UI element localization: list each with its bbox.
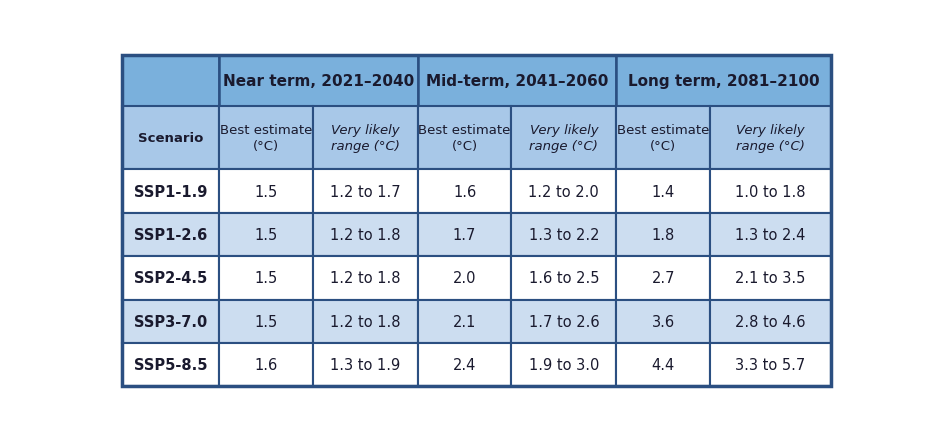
Text: 1.2 to 1.8: 1.2 to 1.8 xyxy=(330,227,401,242)
Text: 1.6 to 2.5: 1.6 to 2.5 xyxy=(528,271,599,286)
Bar xyxy=(418,170,512,213)
Bar xyxy=(617,56,831,107)
Bar xyxy=(512,343,617,386)
Text: 1.6: 1.6 xyxy=(453,184,476,199)
Text: 1.5: 1.5 xyxy=(255,271,278,286)
Bar xyxy=(512,257,617,300)
Bar xyxy=(710,170,831,213)
Bar xyxy=(312,107,418,170)
Bar xyxy=(312,257,418,300)
Bar xyxy=(512,300,617,343)
Bar xyxy=(512,170,617,213)
Text: 1.3 to 2.4: 1.3 to 2.4 xyxy=(736,227,805,242)
Text: 1.8: 1.8 xyxy=(652,227,675,242)
Text: SSP3-7.0: SSP3-7.0 xyxy=(134,314,207,329)
Bar xyxy=(312,300,418,343)
Text: 2.0: 2.0 xyxy=(453,271,476,286)
Text: Best estimate
(°C): Best estimate (°C) xyxy=(219,124,312,153)
Bar xyxy=(418,343,512,386)
Bar xyxy=(617,170,710,213)
Text: 1.2 to 2.0: 1.2 to 2.0 xyxy=(528,184,599,199)
Bar xyxy=(617,300,710,343)
Bar xyxy=(617,107,710,170)
Text: 2.1: 2.1 xyxy=(453,314,476,329)
Bar xyxy=(617,343,710,386)
Bar xyxy=(512,213,617,257)
Bar xyxy=(122,107,219,170)
Bar xyxy=(219,343,312,386)
Bar xyxy=(418,56,617,107)
Bar xyxy=(122,300,219,343)
Bar xyxy=(710,107,831,170)
Text: Best estimate
(°C): Best estimate (°C) xyxy=(418,124,511,153)
Text: 1.7 to 2.6: 1.7 to 2.6 xyxy=(528,314,599,329)
Text: 2.4: 2.4 xyxy=(453,357,476,372)
Text: 1.2 to 1.8: 1.2 to 1.8 xyxy=(330,271,401,286)
Text: 1.0 to 1.8: 1.0 to 1.8 xyxy=(736,184,806,199)
Bar xyxy=(418,257,512,300)
Text: 3.3 to 5.7: 3.3 to 5.7 xyxy=(736,357,805,372)
Text: 1.9 to 3.0: 1.9 to 3.0 xyxy=(528,357,599,372)
Bar xyxy=(617,257,710,300)
Text: 2.7: 2.7 xyxy=(651,271,675,286)
Text: Very likely
range (°C): Very likely range (°C) xyxy=(737,124,805,153)
Text: Near term, 2021–2040: Near term, 2021–2040 xyxy=(223,74,414,89)
Bar xyxy=(122,170,219,213)
Text: 1.5: 1.5 xyxy=(255,314,278,329)
Text: 1.3 to 2.2: 1.3 to 2.2 xyxy=(528,227,599,242)
Bar xyxy=(312,170,418,213)
Bar xyxy=(710,213,831,257)
Bar xyxy=(122,257,219,300)
Text: SSP1-1.9: SSP1-1.9 xyxy=(134,184,207,199)
Bar xyxy=(122,343,219,386)
Text: 1.3 to 1.9: 1.3 to 1.9 xyxy=(330,357,401,372)
Text: Mid-term, 2041–2060: Mid-term, 2041–2060 xyxy=(426,74,608,89)
Text: Long term, 2081–2100: Long term, 2081–2100 xyxy=(628,74,819,89)
Bar xyxy=(219,213,312,257)
Bar xyxy=(122,56,219,107)
Bar xyxy=(219,107,312,170)
Bar xyxy=(219,257,312,300)
Text: 2.1 to 3.5: 2.1 to 3.5 xyxy=(736,271,805,286)
Text: 4.4: 4.4 xyxy=(652,357,675,372)
Text: 1.2 to 1.8: 1.2 to 1.8 xyxy=(330,314,401,329)
Bar xyxy=(710,300,831,343)
Text: 3.6: 3.6 xyxy=(652,314,674,329)
Text: 1.4: 1.4 xyxy=(652,184,675,199)
Bar xyxy=(122,213,219,257)
Text: 1.7: 1.7 xyxy=(453,227,476,242)
Text: 1.6: 1.6 xyxy=(255,357,278,372)
Text: 1.5: 1.5 xyxy=(255,184,278,199)
Text: Best estimate
(°C): Best estimate (°C) xyxy=(617,124,710,153)
Bar xyxy=(418,107,512,170)
Text: Very likely
range (°C): Very likely range (°C) xyxy=(529,124,598,153)
Text: Very likely
range (°C): Very likely range (°C) xyxy=(331,124,400,153)
Bar xyxy=(710,257,831,300)
Bar xyxy=(418,300,512,343)
Text: Scenario: Scenario xyxy=(138,132,204,145)
Bar xyxy=(219,300,312,343)
Bar xyxy=(617,213,710,257)
Bar xyxy=(219,56,418,107)
Text: SSP5-8.5: SSP5-8.5 xyxy=(134,357,207,372)
Bar xyxy=(312,343,418,386)
Text: 2.8 to 4.6: 2.8 to 4.6 xyxy=(736,314,806,329)
Bar xyxy=(219,170,312,213)
Bar xyxy=(710,343,831,386)
Bar xyxy=(418,213,512,257)
Text: 1.5: 1.5 xyxy=(255,227,278,242)
Text: SSP1-2.6: SSP1-2.6 xyxy=(134,227,207,242)
Text: 1.2 to 1.7: 1.2 to 1.7 xyxy=(330,184,401,199)
Text: SSP2-4.5: SSP2-4.5 xyxy=(134,271,207,286)
Bar xyxy=(512,107,617,170)
Bar xyxy=(312,213,418,257)
